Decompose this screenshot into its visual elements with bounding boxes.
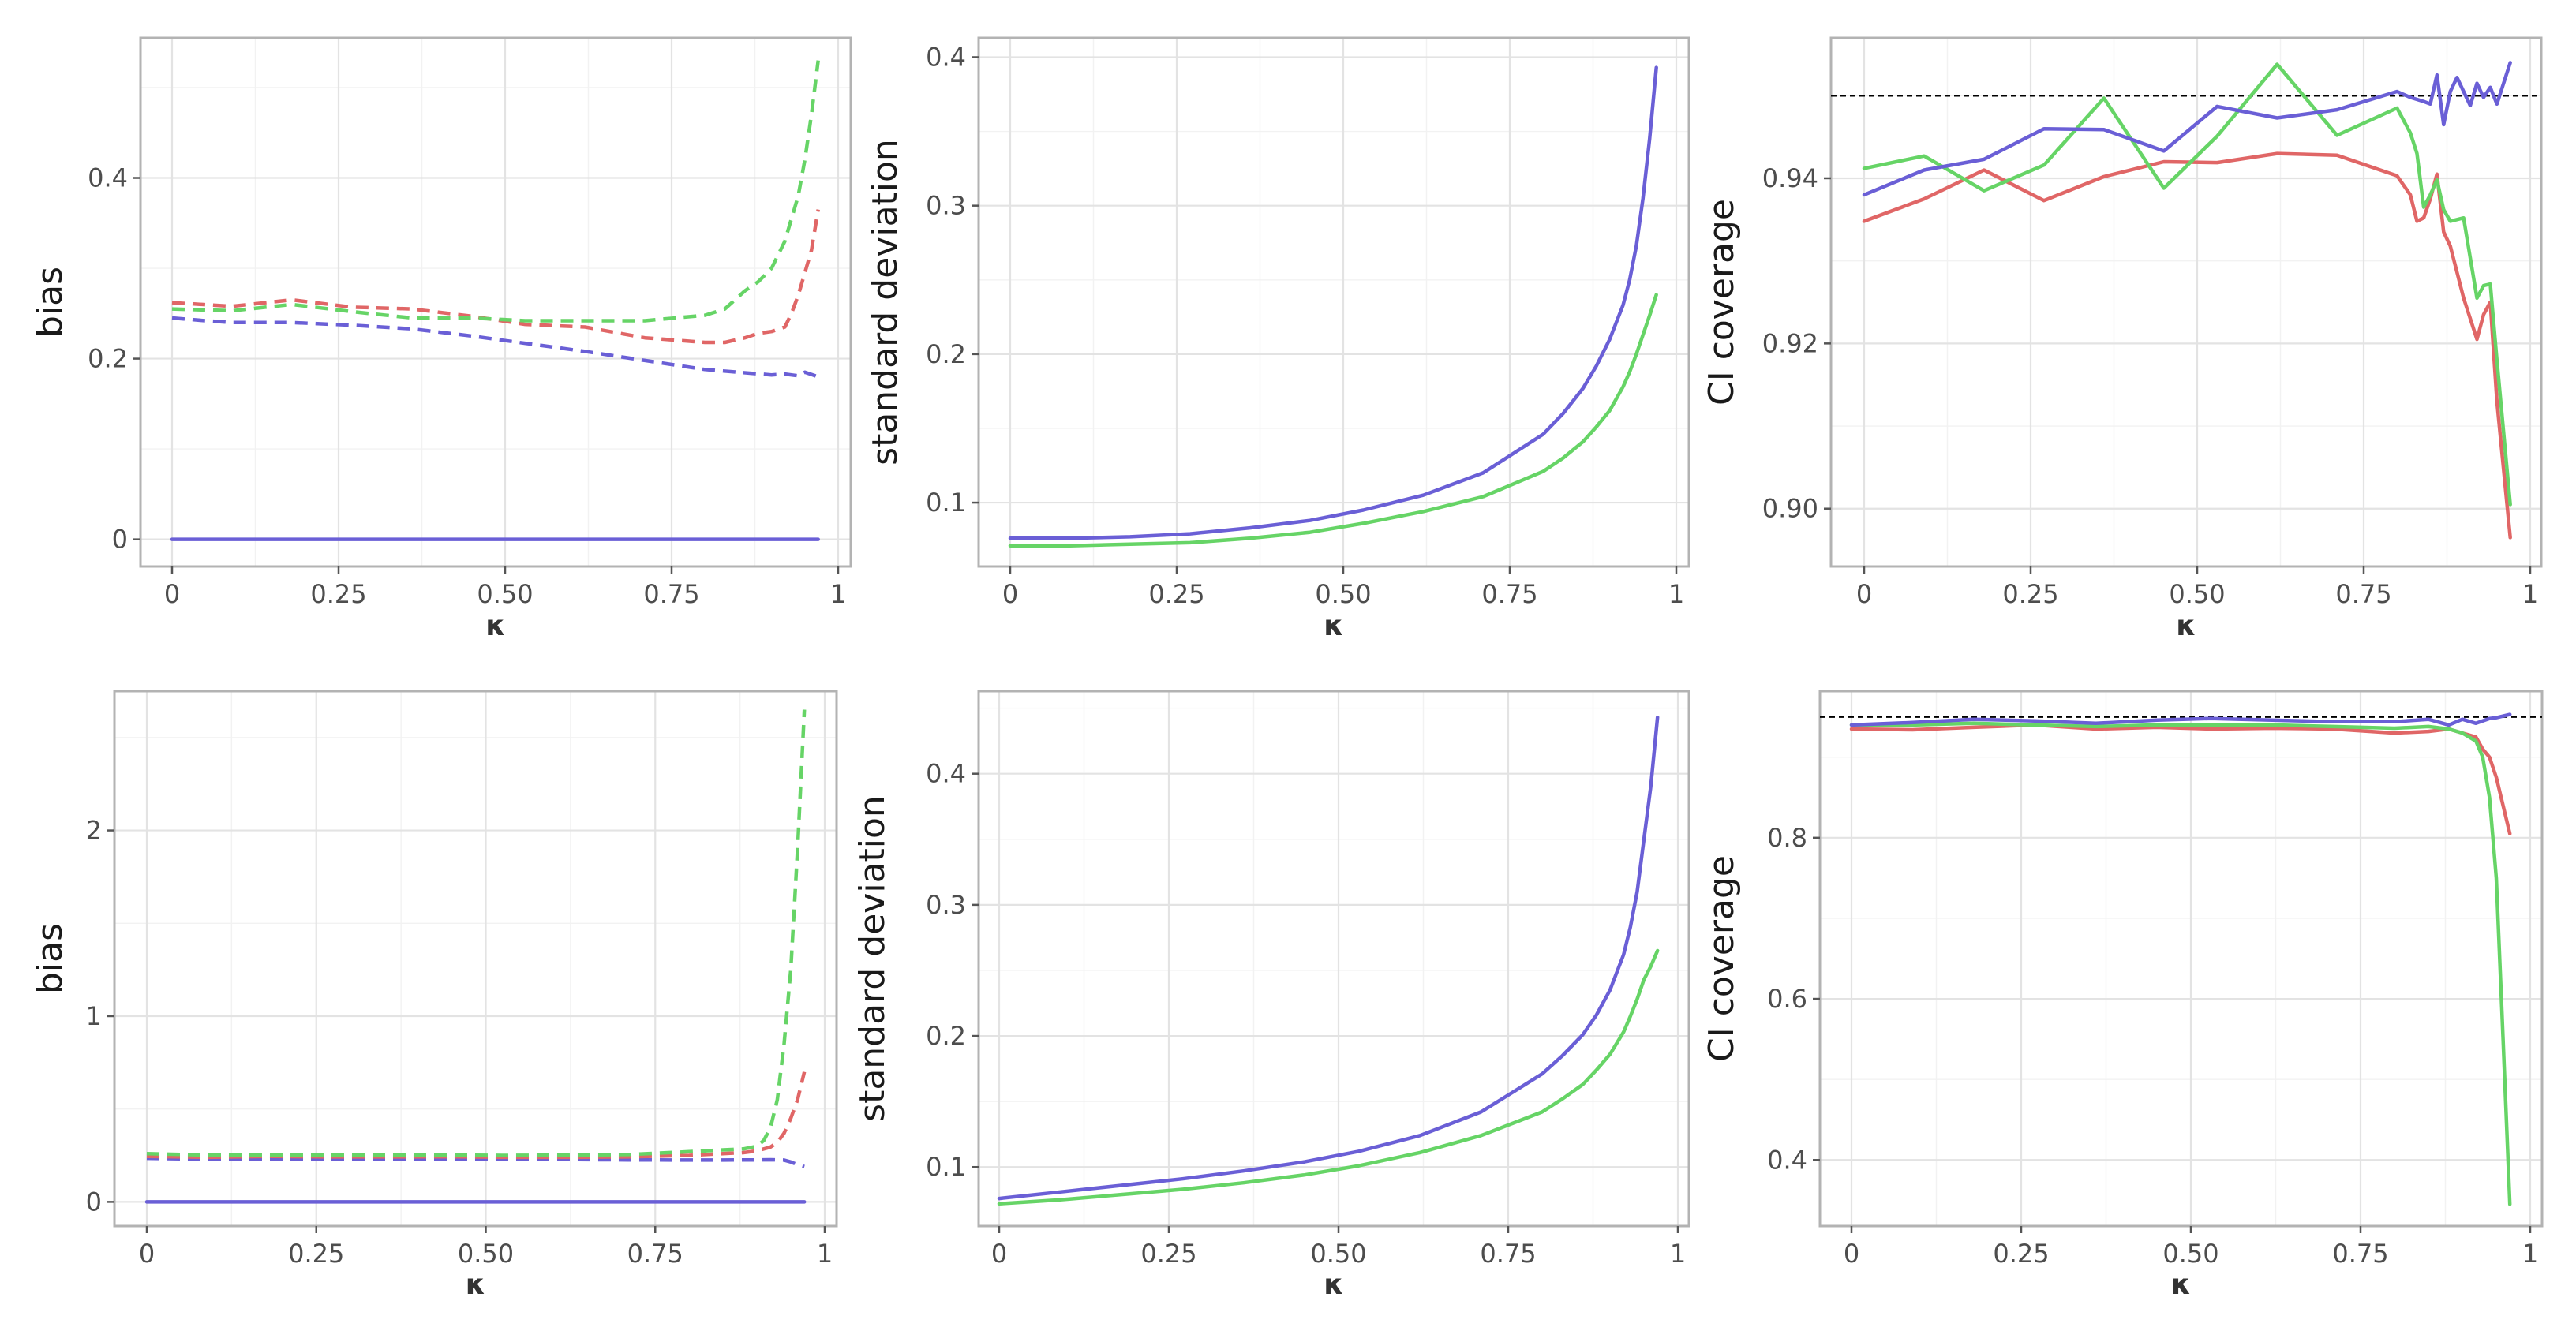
- y-tick-label: 0.92: [1762, 328, 1818, 358]
- x-tick-label: 0: [139, 1239, 155, 1269]
- series-line-blue: [997, 715, 1660, 1201]
- series-line-green: [1008, 293, 1658, 548]
- x-tick-label: 0: [1856, 579, 1872, 609]
- y-tick-label: 0: [86, 1187, 102, 1217]
- x-axis-title: κ: [1324, 610, 1344, 642]
- series-line-blue: [1862, 61, 2512, 197]
- y-tick-label: 0: [112, 525, 128, 555]
- x-tick-label: 0.25: [1140, 1239, 1196, 1269]
- x-tick-label: 0.25: [2002, 579, 2058, 609]
- panel-bottom-middle: 0 0.25 0.50 0.75 1 0.1 0.2 0.3 0.4 κ standard devi…: [852, 690, 1690, 1301]
- x-axis-title: κ: [2176, 610, 2196, 642]
- y-tick-label: 0.94: [1762, 163, 1818, 193]
- x-tick-label: 0: [164, 579, 180, 609]
- x-tick-label: 0.25: [1993, 1239, 2049, 1269]
- x-tick-label: 0.75: [2332, 1239, 2388, 1269]
- y-tick-label: 1: [86, 1001, 102, 1031]
- series-line-green: [1862, 62, 2512, 507]
- y-axis-title: bias: [30, 267, 70, 338]
- y-tick-label: 0.4: [926, 759, 966, 789]
- panel-border: [977, 36, 1690, 568]
- x-tick-label: 0.50: [458, 1239, 514, 1269]
- panel-border: [113, 690, 838, 1228]
- y-tick-label: 0.3: [926, 890, 966, 920]
- y-tick-label: 2: [86, 816, 102, 846]
- x-tick-label: 0.50: [477, 579, 533, 609]
- x-tick-label: 0.75: [627, 1239, 683, 1269]
- x-tick-label: 0: [991, 1239, 1007, 1269]
- panel-bottom-right: 0 0.25 0.50 0.75 1 0.4 0.6 0.8 κ CI coverage: [1702, 690, 2544, 1301]
- y-tick-label: 0.4: [88, 163, 128, 193]
- y-tick-label: 0.2: [926, 339, 966, 369]
- series-line-blue: [1008, 65, 1658, 540]
- y-tick-label: 0.2: [926, 1021, 966, 1051]
- panel-border: [1818, 690, 2544, 1228]
- x-tick-label: 0.75: [2335, 579, 2391, 609]
- x-tick-label: 0.75: [1480, 1239, 1536, 1269]
- y-tick-label: 0.1: [926, 488, 966, 518]
- y-axis-title: CI coverage: [1702, 855, 1742, 1062]
- x-tick-label: 1: [2522, 579, 2538, 609]
- y-axis-title: bias: [30, 923, 70, 994]
- panel-border: [1829, 36, 2543, 568]
- x-tick-label: 0: [1002, 579, 1018, 609]
- x-tick-label: 0.25: [310, 579, 366, 609]
- x-tick-label: 0.50: [2169, 579, 2225, 609]
- series-line-blue-dashed: [171, 316, 819, 379]
- panel-border: [977, 690, 1690, 1228]
- series-line-green-dashed: [171, 60, 820, 323]
- x-axis-title: κ: [466, 1269, 486, 1301]
- x-tick-label: 0: [1844, 1239, 1859, 1269]
- x-tick-label: 1: [1670, 1239, 1686, 1269]
- x-tick-label: 1: [2522, 1239, 2538, 1269]
- x-tick-label: 1: [1668, 579, 1684, 609]
- series-line-red-dashed: [146, 1071, 807, 1160]
- x-tick-label: 0.25: [288, 1239, 344, 1269]
- x-tick-label: 0.50: [2162, 1239, 2218, 1269]
- panel-bottom-left: 0 0.25 0.50 0.75 1 0 1 2 κ bias: [30, 690, 838, 1301]
- series-line-red-dashed: [171, 209, 820, 345]
- y-axis-title: standard deviation: [865, 139, 905, 465]
- series-line-blue: [1849, 712, 2512, 727]
- y-tick-label: 0.6: [1767, 984, 1807, 1014]
- x-axis-title: κ: [2171, 1269, 2192, 1301]
- x-tick-label: 0.25: [1148, 579, 1204, 609]
- x-tick-label: 0.50: [1310, 1239, 1366, 1269]
- x-tick-label: 0.75: [643, 579, 699, 609]
- x-tick-label: 1: [830, 579, 846, 609]
- x-tick-label: 1: [817, 1239, 833, 1269]
- series-line-green: [1849, 721, 2512, 1206]
- y-axis-title: standard deviation: [852, 795, 893, 1122]
- y-tick-label: 0.90: [1762, 494, 1818, 524]
- x-axis-title: κ: [485, 610, 506, 642]
- series-line-red: [1862, 151, 2512, 540]
- y-axis-title: CI coverage: [1702, 199, 1742, 406]
- y-tick-label: 0.2: [88, 344, 128, 374]
- x-tick-label: 0.75: [1481, 579, 1537, 609]
- x-axis-title: κ: [1324, 1269, 1344, 1301]
- panel-top-right: 0 0.25 0.50 0.75 1 0.90 0.92 0.94 κ CI coverage: [1702, 36, 2543, 642]
- y-tick-label: 0.3: [926, 191, 966, 221]
- panel-border: [139, 36, 852, 568]
- y-tick-label: 0.4: [1767, 1145, 1807, 1175]
- panel-top-middle: 0 0.25 0.50 0.75 1 0.1 0.2 0.3 0.4 κ standard devi…: [865, 36, 1690, 642]
- y-tick-label: 0.4: [926, 42, 966, 72]
- panel-top-left: 0 0.25 0.50 0.75 1 0 0.2 0.4 κ bias: [30, 36, 852, 642]
- series-line-blue-dashed: [146, 1156, 805, 1168]
- y-tick-label: 0.8: [1767, 823, 1807, 853]
- series-line-green-dashed: [146, 709, 807, 1157]
- series-line-green: [997, 948, 1660, 1206]
- x-tick-label: 0.50: [1315, 579, 1371, 609]
- y-tick-label: 0.1: [926, 1152, 966, 1182]
